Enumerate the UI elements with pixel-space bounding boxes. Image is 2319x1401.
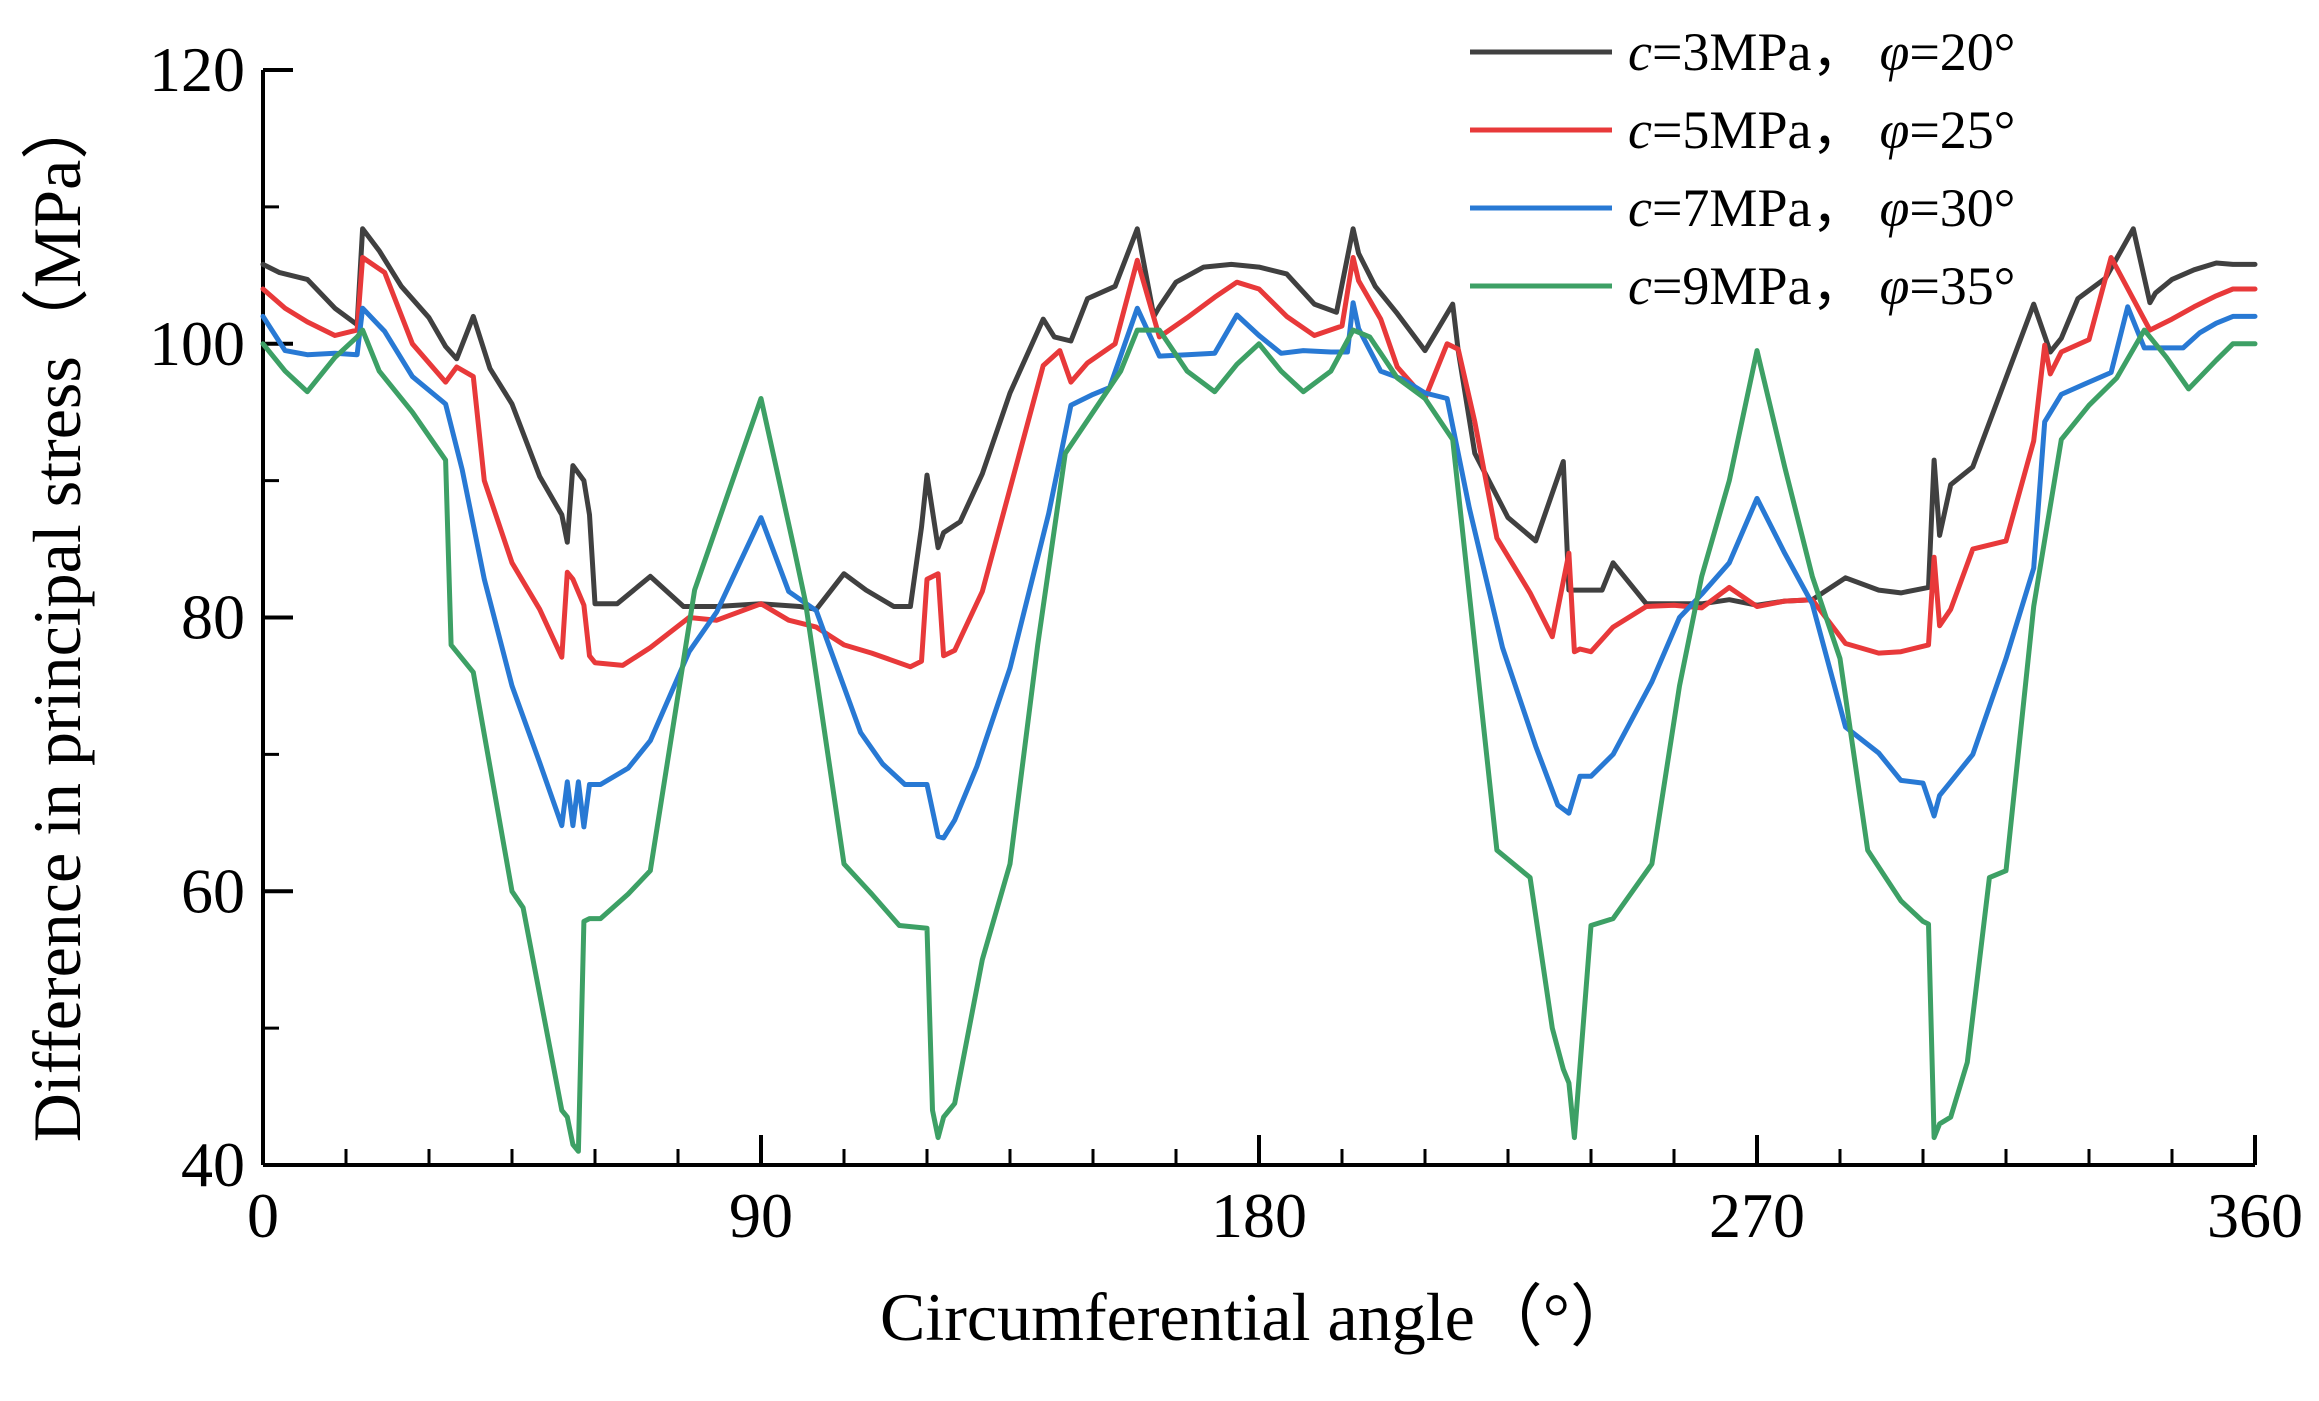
y-tick-label: 40: [181, 1129, 245, 1200]
series-line-2: [260, 255, 2258, 670]
legend-label-1: c=3MPa， φ=20°: [1628, 22, 2015, 82]
y-tick-label: 80: [181, 582, 245, 653]
series-line-3: [260, 300, 2258, 841]
legend: c=3MPa， φ=20° c=5MPa， φ=25° c=7MPa， φ=30° c=9M…: [1470, 22, 2015, 316]
y-tick-label: 100: [149, 308, 245, 379]
tick-labels: 0 90 180 270 360 40 60 80 100 120: [149, 34, 2303, 1251]
x-tick-label: 0: [247, 1180, 279, 1251]
ticks: [261, 68, 2257, 1167]
series-lines: [260, 226, 2258, 1154]
legend-label-4: c=9MPa， φ=35°: [1628, 256, 2015, 316]
x-tick-label: 90: [729, 1180, 793, 1251]
y-tick-label: 60: [181, 855, 245, 926]
x-tick-label: 360: [2207, 1180, 2303, 1251]
series-line-1: [260, 226, 2258, 612]
legend-label-2: c=5MPa， φ=25°: [1628, 100, 2015, 160]
y-axis-title: Difference in principal stress（MPa）: [19, 92, 95, 1143]
x-tick-label: 180: [1211, 1180, 1307, 1251]
x-tick-label: 270: [1709, 1180, 1805, 1251]
series-line-4: [260, 327, 2258, 1154]
legend-label-3: c=7MPa， φ=30°: [1628, 178, 2015, 238]
x-axis-title: Circumferential angle（°）: [880, 1279, 1638, 1355]
y-tick-label: 120: [149, 34, 245, 105]
